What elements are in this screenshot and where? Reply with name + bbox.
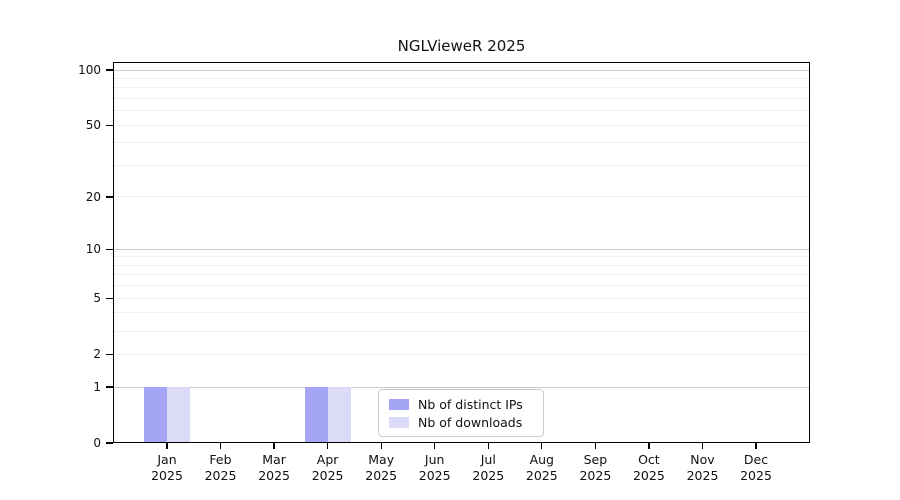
bar-distinct-ips-jan bbox=[144, 387, 167, 443]
x-tick-mark bbox=[541, 443, 543, 449]
y-tick-mark bbox=[106, 248, 113, 250]
x-tick-label-aug: Aug 2025 bbox=[525, 452, 558, 483]
y-tick-label: 0 bbox=[93, 436, 101, 450]
gridline bbox=[113, 110, 810, 112]
x-tick-mark bbox=[701, 443, 704, 449]
x-tick-mark bbox=[648, 443, 650, 449]
gridline bbox=[113, 386, 810, 388]
y-tick-mark bbox=[106, 386, 113, 388]
y-tick-mark bbox=[106, 124, 113, 126]
y-tick-mark bbox=[106, 442, 113, 444]
gridline bbox=[113, 124, 810, 126]
gridline bbox=[113, 312, 810, 314]
y-tick-mark bbox=[106, 69, 113, 71]
y-tick-label: 5 bbox=[93, 291, 101, 306]
x-tick-label-jul: Jul 2025 bbox=[472, 452, 505, 483]
legend-label-downloads: Nb of downloads bbox=[418, 414, 523, 430]
gridline bbox=[113, 330, 810, 332]
gridline bbox=[113, 77, 810, 79]
x-tick-mark bbox=[434, 443, 436, 449]
x-tick-mark bbox=[380, 443, 382, 449]
gridline bbox=[113, 285, 810, 287]
x-tick-label-may: May 2025 bbox=[365, 452, 398, 483]
bar-distinct-ips-apr bbox=[304, 387, 328, 443]
y-tick-label: 1 bbox=[93, 380, 101, 394]
x-tick-mark bbox=[755, 443, 757, 449]
x-tick-mark bbox=[327, 443, 329, 449]
x-tick-label-sep: Sep 2025 bbox=[579, 452, 612, 483]
x-tick-label-jan: Jan 2025 bbox=[151, 452, 183, 483]
gridline bbox=[113, 297, 810, 299]
gridline bbox=[113, 248, 810, 250]
x-tick-label-jun: Jun 2025 bbox=[418, 452, 451, 483]
chart-title: NGLVieweR 2025 bbox=[397, 37, 526, 55]
legend-label-distinct-ips: Nb of distinct IPs bbox=[418, 396, 523, 412]
gridline bbox=[113, 87, 810, 89]
y-axis: 0 1 2 5 10 20 50 100 bbox=[78, 62, 810, 450]
gridline bbox=[113, 69, 810, 71]
x-tick-label-feb: Feb 2025 bbox=[204, 452, 237, 483]
x-tick-mark bbox=[273, 443, 275, 449]
y-tick-label: 10 bbox=[85, 242, 101, 257]
legend-item-downloads: Nb of downloads bbox=[389, 414, 535, 430]
x-tick-mark bbox=[594, 443, 596, 449]
bar-downloads-apr bbox=[327, 387, 351, 443]
y-tick-mark bbox=[106, 353, 113, 355]
y-tick-mark bbox=[106, 196, 113, 198]
x-tick-mark bbox=[487, 443, 489, 449]
gridline bbox=[113, 98, 810, 99]
bars-layer bbox=[113, 62, 810, 443]
legend-item-distinct-ips: Nb of distinct IPs bbox=[389, 396, 535, 412]
x-tick-mark bbox=[219, 443, 222, 449]
gridline bbox=[113, 196, 810, 198]
legend-swatch-downloads bbox=[389, 416, 409, 428]
x-tick-label-nov: Nov 2025 bbox=[686, 452, 719, 483]
legend-swatch-distinct-ips bbox=[389, 398, 409, 410]
x-tick-label-dec: Dec 2025 bbox=[740, 452, 772, 483]
gridline bbox=[113, 142, 810, 144]
gridlines-layer bbox=[113, 62, 810, 443]
gridline bbox=[113, 264, 810, 266]
x-axis: Jan 2025 Feb 2025 Mar 2025 Apr 2025 May 2025… bbox=[113, 62, 810, 483]
x-tick-label-oct: Oct 2025 bbox=[632, 452, 665, 483]
gridline bbox=[113, 165, 810, 166]
x-tick-label-mar: Mar 2025 bbox=[258, 452, 290, 483]
y-tick-mark bbox=[106, 297, 113, 299]
legend: Nb of distinct IPs Nb of downloads bbox=[378, 389, 544, 437]
bar-downloads-jan bbox=[167, 387, 190, 443]
gridline bbox=[113, 353, 810, 355]
gridline bbox=[113, 256, 810, 258]
y-tick-label: 20 bbox=[85, 189, 101, 204]
y-tick-label: 100 bbox=[78, 63, 101, 77]
gridline bbox=[113, 274, 810, 276]
y-tick-label: 50 bbox=[85, 118, 101, 133]
plot-area: 0 1 2 5 10 20 50 100 Jan 2025 Feb 2025 Mar 2025 Ap… bbox=[78, 62, 810, 483]
x-tick-mark bbox=[166, 443, 168, 449]
y-tick-label: 2 bbox=[93, 347, 101, 362]
x-tick-label-apr: Apr 2025 bbox=[311, 452, 344, 483]
